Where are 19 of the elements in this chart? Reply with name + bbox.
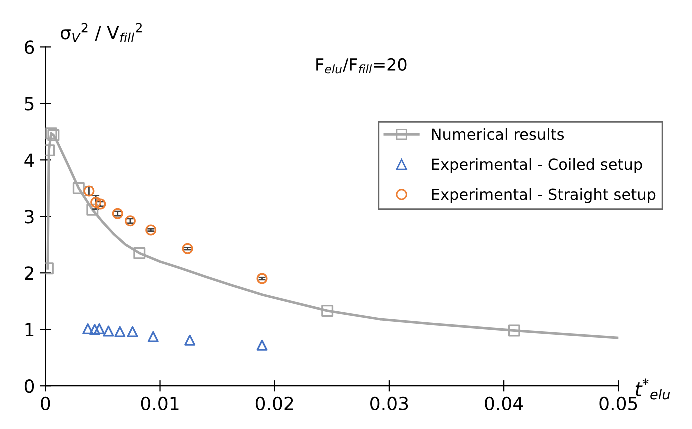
- x-tick-label: 0.05: [600, 396, 638, 410]
- x-tick-label: 0.02: [256, 396, 294, 410]
- x-axis-title: t$^{*}$$_{elu}$: [636, 378, 670, 400]
- y-tick-label: 6: [25, 40, 34, 54]
- y-tick-label: 1: [26, 323, 34, 336]
- annotation: F$_{elu}$/F$_{fill}$=20: [316, 58, 407, 74]
- legend-label: Numerical results: [432, 128, 564, 140]
- x-tick-label: 0.04: [485, 396, 524, 410]
- x-tick-label: 0: [41, 396, 50, 410]
- x-tick-label: 0.01: [141, 396, 179, 410]
- legend-label: Experimental - Coiled setup: [432, 158, 642, 174]
- y-axis-title: σ$_{V}$$^{2}$ / V$_{fill}$$^{2}$: [60, 23, 142, 42]
- y-tick-label: 4: [24, 154, 34, 168]
- legend-label: Experimental - Straight setup: [432, 188, 656, 204]
- x-tick-label: 0.03: [370, 396, 408, 410]
- y-tick-label: 2: [25, 266, 34, 280]
- y-tick-label: 0: [24, 380, 34, 394]
- y-tick-label: 5: [25, 97, 34, 111]
- y-tick-label: 3: [25, 210, 34, 224]
